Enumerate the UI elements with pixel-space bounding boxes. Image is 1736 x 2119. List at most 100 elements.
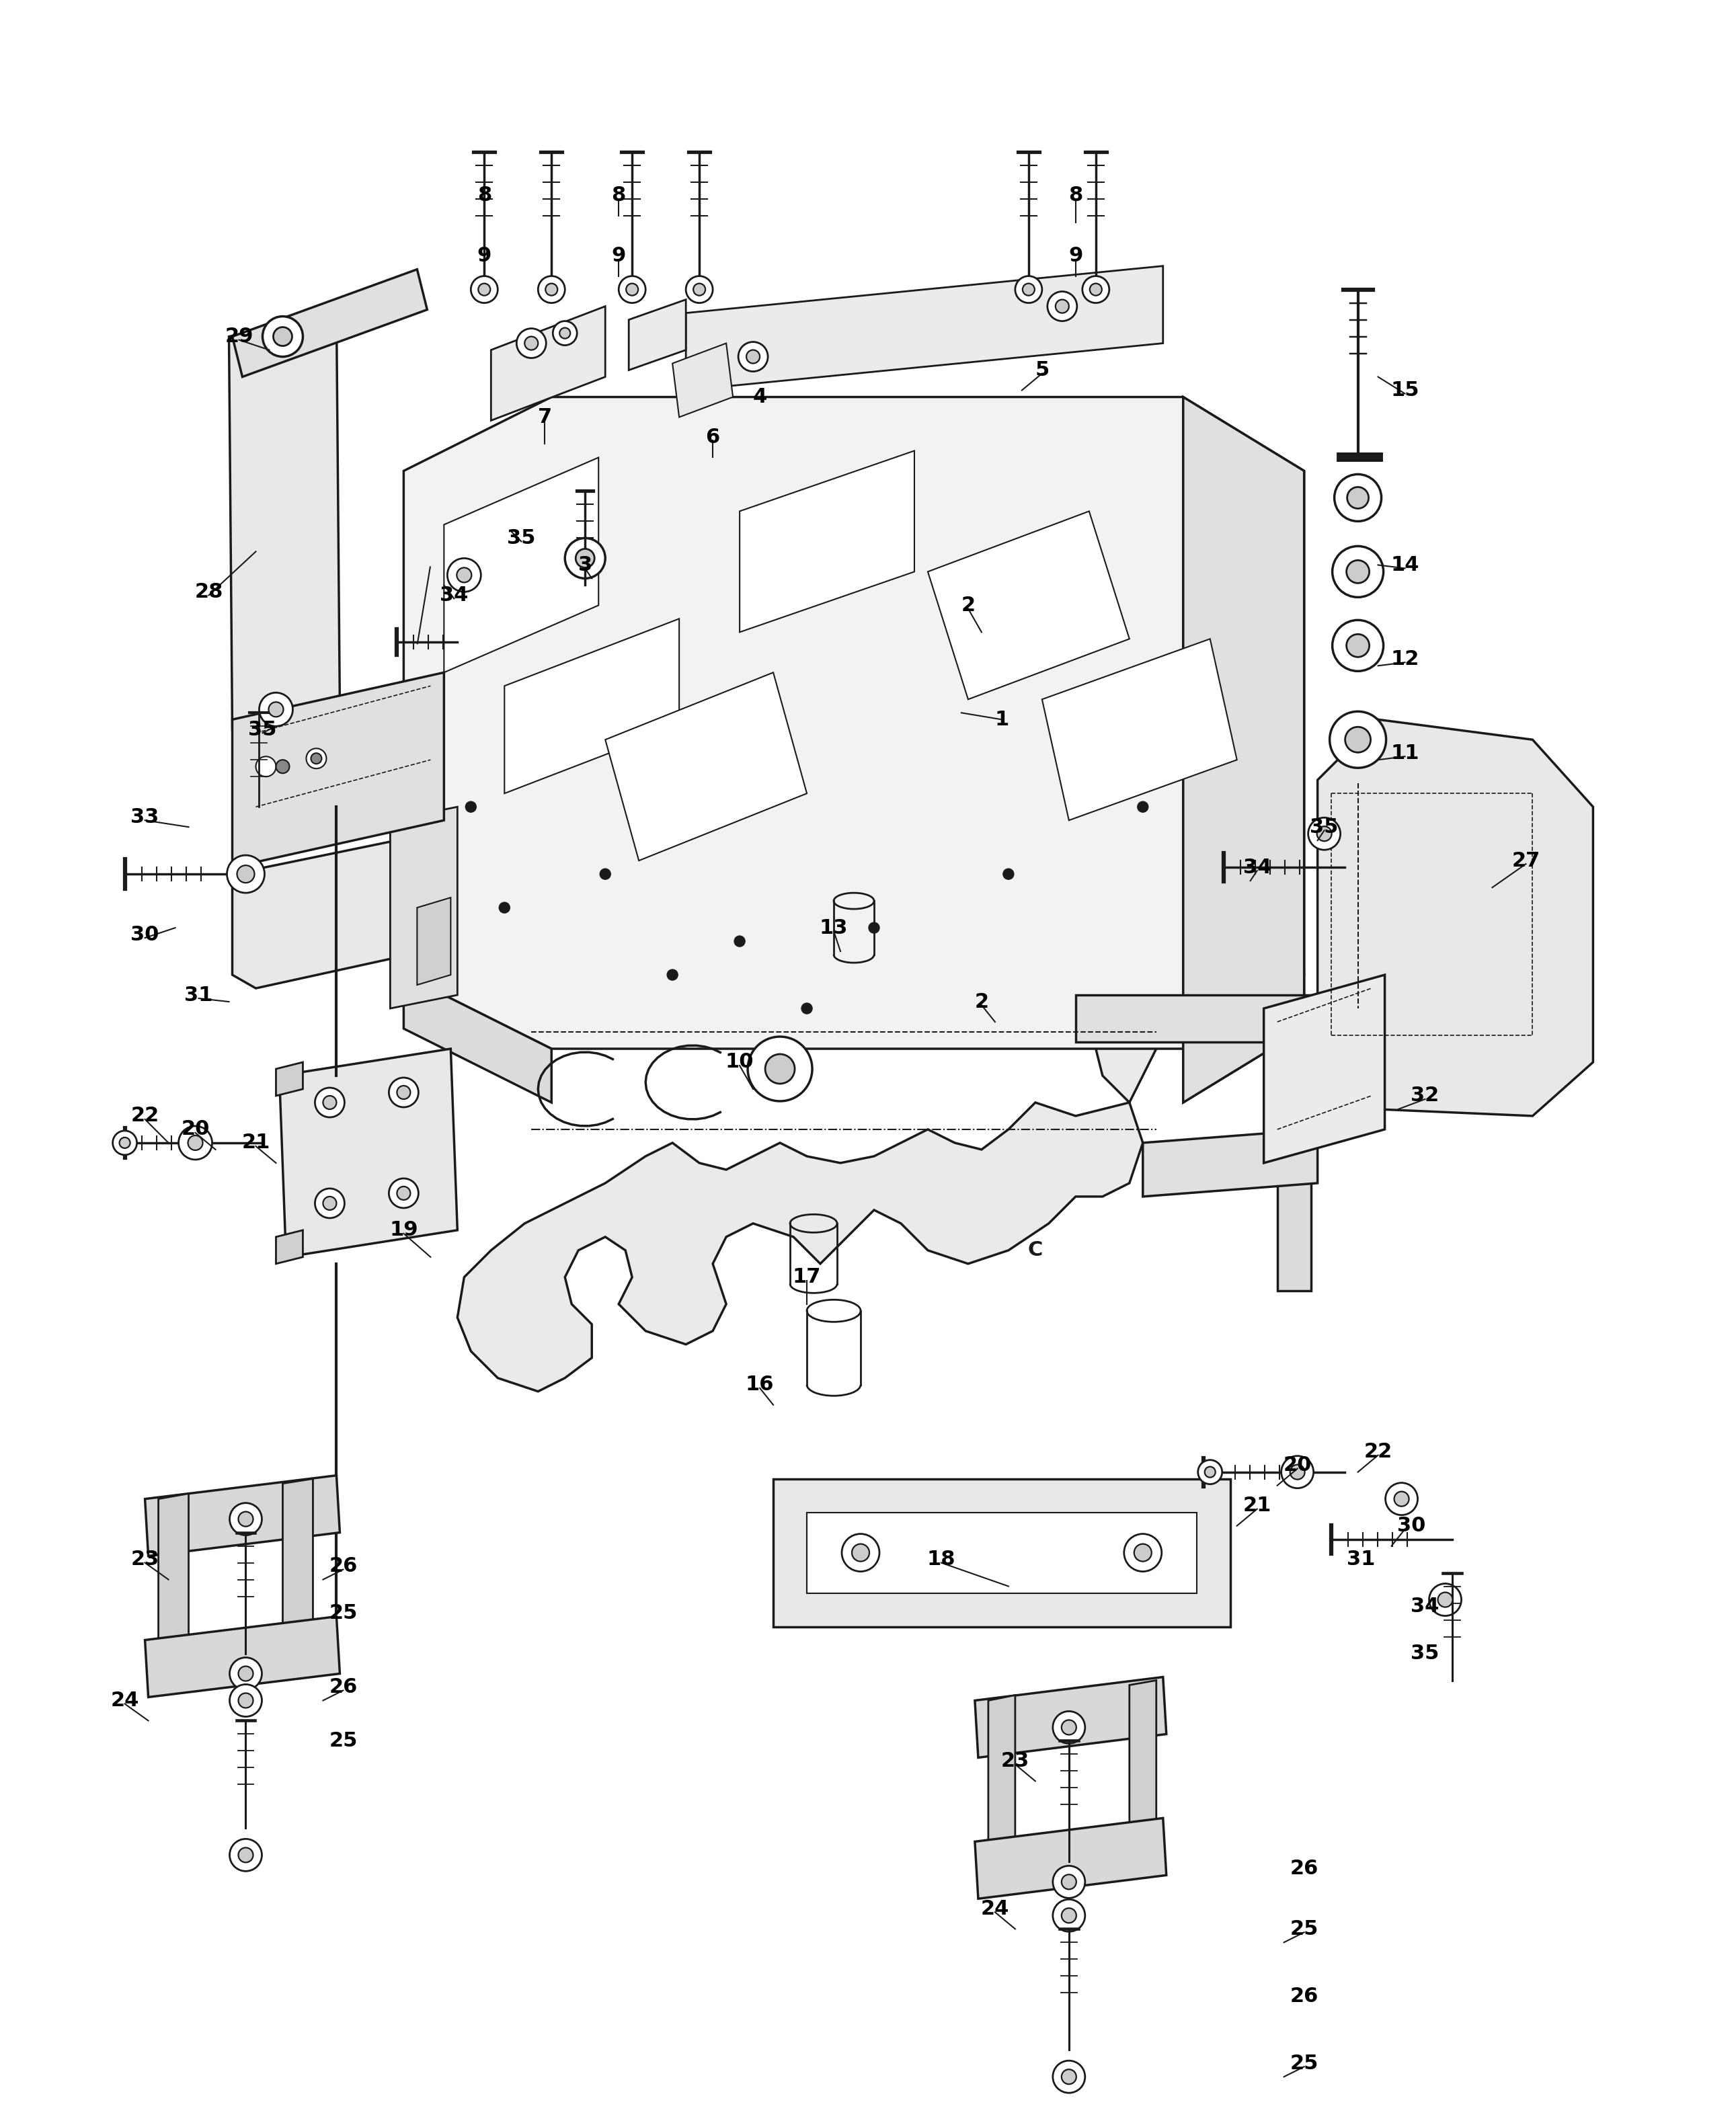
Circle shape — [229, 1839, 262, 1871]
Text: 33: 33 — [130, 807, 160, 826]
Circle shape — [1205, 1466, 1215, 1477]
Text: C: C — [1028, 1240, 1043, 1261]
Circle shape — [306, 748, 326, 769]
Circle shape — [564, 538, 606, 578]
Polygon shape — [158, 1494, 189, 1653]
Circle shape — [746, 350, 760, 362]
Polygon shape — [1318, 720, 1594, 1117]
Circle shape — [1330, 712, 1385, 767]
Circle shape — [238, 1511, 253, 1526]
Text: 16: 16 — [745, 1375, 774, 1394]
Polygon shape — [1042, 640, 1238, 820]
Circle shape — [1061, 1721, 1076, 1735]
Polygon shape — [229, 314, 340, 729]
Circle shape — [1082, 275, 1109, 303]
Circle shape — [229, 1502, 262, 1534]
Circle shape — [538, 275, 564, 303]
Polygon shape — [773, 1479, 1231, 1627]
Circle shape — [238, 1848, 253, 1863]
Polygon shape — [740, 451, 915, 631]
Text: 34: 34 — [439, 585, 469, 604]
Circle shape — [1061, 1875, 1076, 1890]
Circle shape — [1061, 2070, 1076, 2085]
Circle shape — [601, 869, 611, 879]
Polygon shape — [457, 962, 1156, 1392]
Circle shape — [1318, 826, 1332, 841]
Text: 31: 31 — [1347, 1549, 1375, 1570]
Circle shape — [1198, 1460, 1222, 1483]
Circle shape — [1309, 818, 1340, 850]
Polygon shape — [1184, 975, 1304, 1102]
Circle shape — [179, 1125, 212, 1159]
Circle shape — [269, 701, 283, 716]
Text: 17: 17 — [793, 1267, 821, 1286]
Circle shape — [276, 761, 290, 773]
Text: 10: 10 — [726, 1053, 753, 1072]
Circle shape — [618, 275, 646, 303]
Circle shape — [457, 568, 472, 583]
Text: 8: 8 — [1068, 186, 1083, 206]
Text: 18: 18 — [927, 1549, 955, 1570]
Circle shape — [627, 284, 639, 295]
Circle shape — [1332, 547, 1384, 598]
Text: 25: 25 — [328, 1731, 358, 1750]
Polygon shape — [276, 1062, 302, 1096]
Polygon shape — [1184, 396, 1304, 1102]
Circle shape — [802, 1002, 812, 1013]
Circle shape — [1134, 1545, 1151, 1562]
Circle shape — [1052, 2060, 1085, 2094]
Circle shape — [498, 903, 510, 913]
Text: 24: 24 — [981, 1899, 1009, 1918]
Text: 25: 25 — [1290, 2053, 1318, 2072]
Circle shape — [227, 856, 264, 892]
Text: 24: 24 — [111, 1691, 139, 1710]
Text: 35: 35 — [1311, 818, 1338, 837]
Circle shape — [1335, 475, 1382, 521]
Circle shape — [686, 275, 713, 303]
Circle shape — [552, 322, 576, 345]
Circle shape — [398, 1187, 410, 1199]
Text: 34: 34 — [1243, 858, 1271, 877]
Polygon shape — [279, 1049, 457, 1257]
Circle shape — [1052, 1899, 1085, 1933]
Circle shape — [1052, 1867, 1085, 1899]
Polygon shape — [807, 1513, 1196, 1593]
Text: 9: 9 — [477, 246, 491, 265]
Polygon shape — [1278, 1043, 1311, 1290]
Text: 20: 20 — [1283, 1456, 1312, 1475]
Circle shape — [1123, 1534, 1161, 1572]
Text: 13: 13 — [819, 918, 847, 937]
Circle shape — [545, 284, 557, 295]
Polygon shape — [988, 1695, 1016, 1854]
Text: 21: 21 — [241, 1134, 271, 1153]
Text: 5: 5 — [1035, 360, 1049, 379]
Circle shape — [262, 316, 302, 356]
Circle shape — [1016, 275, 1042, 303]
Polygon shape — [233, 672, 444, 867]
Text: 29: 29 — [224, 326, 253, 345]
Circle shape — [238, 1693, 253, 1708]
Circle shape — [113, 1132, 137, 1155]
Circle shape — [311, 752, 321, 763]
Text: 28: 28 — [194, 583, 222, 602]
Circle shape — [1290, 1464, 1305, 1479]
Polygon shape — [1076, 996, 1311, 1043]
Polygon shape — [404, 975, 552, 1102]
Text: 2: 2 — [962, 595, 976, 615]
Circle shape — [667, 971, 677, 981]
Text: 11: 11 — [1391, 744, 1420, 763]
Circle shape — [1023, 284, 1035, 295]
Text: 4: 4 — [753, 388, 767, 407]
Polygon shape — [927, 511, 1130, 699]
Circle shape — [1437, 1591, 1453, 1606]
Circle shape — [470, 275, 498, 303]
Text: 14: 14 — [1391, 555, 1420, 574]
Circle shape — [323, 1197, 337, 1210]
Circle shape — [120, 1138, 130, 1148]
Circle shape — [273, 326, 292, 345]
Text: 9: 9 — [611, 246, 627, 265]
Circle shape — [465, 801, 476, 812]
Circle shape — [1047, 292, 1076, 322]
Text: 15: 15 — [1391, 381, 1420, 400]
Polygon shape — [1264, 975, 1385, 1163]
